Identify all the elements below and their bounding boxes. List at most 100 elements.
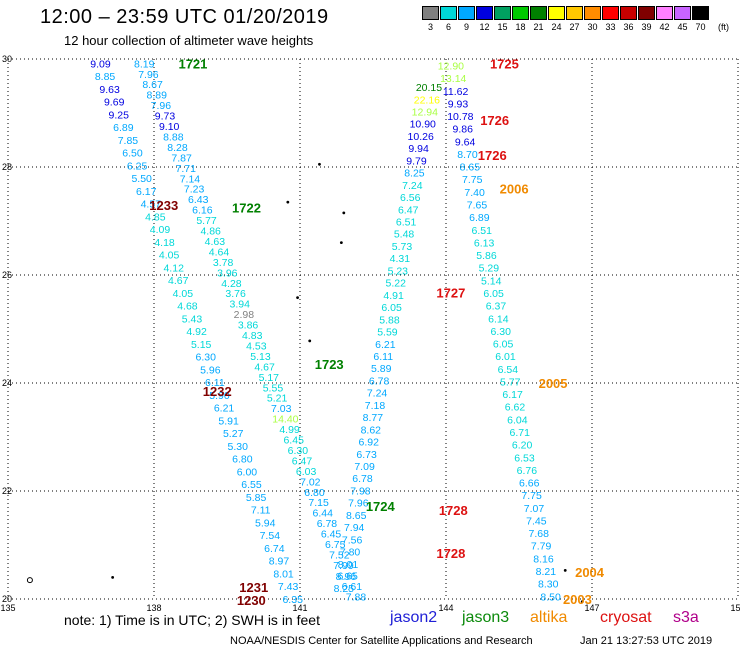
wave-height-value: 8.65 (346, 510, 367, 522)
wave-height-value: 6.14 (488, 313, 509, 325)
wave-height-value: 6.73 (356, 449, 377, 461)
color-swatch-label: 24 (551, 22, 562, 32)
color-swatch (476, 6, 493, 20)
pass-time-label: 1726 (478, 148, 507, 163)
color-swatch (566, 6, 583, 20)
color-swatch-label: 27 (569, 22, 580, 32)
wave-height-value: 7.09 (354, 461, 375, 473)
wave-height-value: 8.62 (361, 424, 382, 436)
lat-tick-label: 26 (2, 270, 12, 280)
lon-tick-label: 144 (438, 603, 453, 613)
wave-height-value: 4.85 (145, 211, 166, 223)
wave-height-value: 6.78 (369, 375, 390, 387)
wave-height-value: 3.78 (213, 257, 234, 269)
wave-height-value: 6.44 (313, 508, 334, 520)
color-swatch (602, 6, 619, 20)
color-swatch (620, 6, 637, 20)
wave-height-value: 6.05 (493, 339, 514, 351)
wave-height-value: 5.85 (246, 492, 267, 504)
wave-height-value: 6.11 (205, 377, 225, 389)
wave-height-value: 9.69 (104, 97, 125, 109)
wave-height-value: 4.53 (246, 340, 267, 352)
wave-height-value: 7.96 (151, 100, 172, 112)
wave-height-value: 6.17 (136, 186, 157, 198)
wave-height-value: 9.86 (453, 124, 474, 136)
wave-height-value: 8.30 (538, 579, 559, 591)
wave-height-value: 9.64 (455, 136, 476, 148)
wave-height-value: 3.76 (225, 288, 246, 300)
wave-height-value: 4.09 (150, 224, 171, 236)
wave-height-value: 6.16 (192, 205, 213, 217)
pass-time-label: 1725 (490, 56, 519, 71)
wave-height-value: 8.89 (147, 90, 168, 102)
pass-time-label: 2003 (563, 592, 592, 607)
wave-height-value: 11.62 (443, 86, 469, 98)
island-marker (342, 211, 346, 215)
wave-height-value: 6.30 (196, 352, 217, 364)
wave-height-value: 6.00 (237, 466, 258, 478)
wave-height-value: 10.90 (410, 119, 436, 131)
wave-height-value: 9.79 (406, 155, 427, 167)
color-swatch (494, 6, 511, 20)
pass-time-label: 1728 (439, 503, 468, 518)
color-swatch (674, 6, 691, 20)
wave-height-value: 7.54 (260, 530, 281, 542)
wave-height-value: 7.14 (180, 173, 201, 185)
wave-height-value: 5.89 (371, 363, 392, 375)
wave-height-value: 4.99 (279, 424, 300, 436)
wave-height-value: 7.80 (340, 547, 361, 559)
wave-height-value: 6.21 (375, 339, 396, 351)
wave-height-value: 5.17 (259, 372, 280, 384)
wave-height-value: 9.63 (99, 84, 120, 96)
island-marker (111, 576, 115, 579)
wave-height-value: 8.67 (142, 79, 163, 91)
wave-height-value: 4.86 (200, 226, 221, 238)
wave-height-value: 5.50 (131, 173, 152, 185)
wave-height-value: 7.40 (464, 187, 485, 199)
wave-height-value: 6.30 (491, 326, 512, 338)
wave-height-value: 6.62 (505, 402, 526, 414)
wave-height-value: 6.43 (188, 194, 209, 206)
wave-height-value: 5.94 (255, 517, 276, 529)
wave-height-value: 4.67 (254, 361, 275, 373)
wave-height-value: 6.45 (283, 435, 304, 447)
color-swatch-label: 15 (497, 22, 508, 32)
wave-height-value: 7.96 (348, 498, 369, 510)
lon-tick-label: 138 (146, 603, 161, 613)
color-scale-units: (ft) (718, 22, 729, 32)
wave-height-value: 7.56 (342, 534, 363, 546)
wave-height-value: 6.56 (400, 192, 421, 204)
wave-height-value: 8.85 (95, 71, 116, 83)
footer-timestamp: Jan 21 13:27:53 UTC 2019 (580, 635, 713, 647)
wave-height-value: 12.94 (412, 107, 438, 119)
pass-time-label: 1726 (480, 113, 509, 128)
wave-height-value: 6.01 (495, 351, 516, 363)
wave-height-value: 6.47 (398, 204, 419, 216)
island-marker (339, 241, 343, 245)
wave-height-value: 5.90 (209, 390, 230, 402)
wave-height-value: 4.91 (383, 290, 404, 302)
color-swatch-label: 12 (479, 22, 490, 32)
wave-height-value: 6.13 (474, 237, 495, 249)
chart-subtitle: 12 hour collection of altimeter wave hei… (64, 33, 314, 48)
wave-height-value: 6.80 (232, 454, 253, 466)
wave-height-value: 2.98 (234, 309, 255, 321)
pass-time-label: 1721 (178, 56, 207, 71)
color-swatch-label: 18 (515, 22, 526, 32)
pass-time-label: 1728 (436, 546, 465, 561)
wave-height-value: 3.96 (217, 267, 238, 279)
wave-height-value: 8.70 (457, 149, 478, 161)
wave-height-value: 4.92 (186, 326, 207, 338)
wave-height-value: 6.45 (321, 529, 342, 541)
pass-time-label: 2006 (500, 182, 529, 197)
color-swatch (530, 6, 547, 20)
wave-height-value: 5.48 (394, 229, 415, 241)
wave-height-value: 9.73 (155, 111, 176, 123)
wave-height-value: 9.09 (90, 58, 111, 70)
island-marker (296, 296, 299, 300)
wave-height-value: 6.47 (292, 455, 313, 467)
wave-height-value: 7.43 (278, 581, 299, 593)
wave-height-value: 5.29 (479, 263, 500, 275)
wave-height-value: 6.89 (113, 122, 134, 134)
wave-height-value: 7.11 (251, 505, 271, 517)
